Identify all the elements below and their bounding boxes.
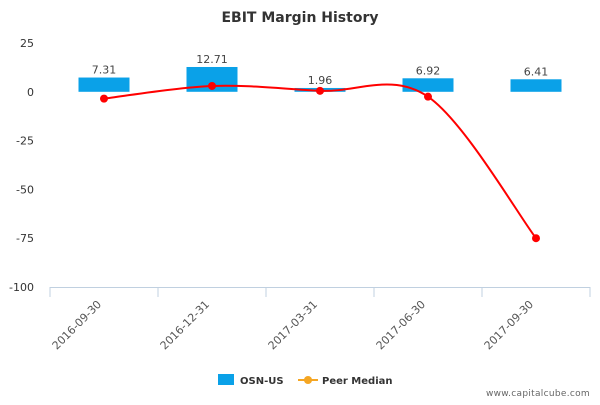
y-tick-label: -100 [9,281,34,294]
y-tick-label: 0 [27,86,34,99]
legend-swatch-osn-us[interactable] [218,374,234,385]
peer-median-point[interactable] [316,86,324,95]
peer-median-line-segment [427,95,537,239]
x-tick-label: 2016-12-31 [158,298,212,352]
bar-data-label: 1.96 [308,74,333,87]
x-tick-label: 2017-03-31 [266,298,320,352]
bar-osn-us[interactable] [510,79,562,92]
y-tick-label: -50 [16,183,34,196]
legend-label-peer-median[interactable]: Peer Median [322,376,393,387]
peer-median-line-segment [103,84,213,100]
watermark: www.capitalcube.com [486,389,590,399]
x-tick-label: 2017-06-30 [374,298,428,352]
plot-area: 25 0 -25 -50 -75 -100 2016-09-30 2016-12-31 2017… [9,37,591,352]
peer-median-line-segment [319,83,429,98]
legend: OSN-US Peer Median [218,374,393,387]
bar-osn-us[interactable] [78,77,130,92]
bar-data-label: 6.41 [524,65,549,78]
legend-marker-peer-median [304,376,312,384]
peer-median-point[interactable] [100,94,108,103]
peer-median-point[interactable] [532,234,540,243]
x-tick-label: 2016-09-30 [50,298,104,352]
bar-osn-us[interactable] [402,78,454,92]
peer-median-line-segment [211,84,321,92]
peer-median-point[interactable] [208,81,216,90]
bar-data-label: 12.71 [196,53,228,66]
legend-label-osn-us[interactable]: OSN-US [240,376,284,387]
bar-data-label: 6.92 [416,64,441,77]
x-tick-label: 2017-09-30 [482,298,536,352]
bar-data-label: 7.31 [92,64,117,77]
chart-title: EBIT Margin History [221,10,378,26]
y-tick-label: -75 [16,232,34,245]
y-tick-label: 25 [20,37,34,50]
y-tick-label: -25 [16,135,34,148]
peer-median-point[interactable] [424,92,432,101]
